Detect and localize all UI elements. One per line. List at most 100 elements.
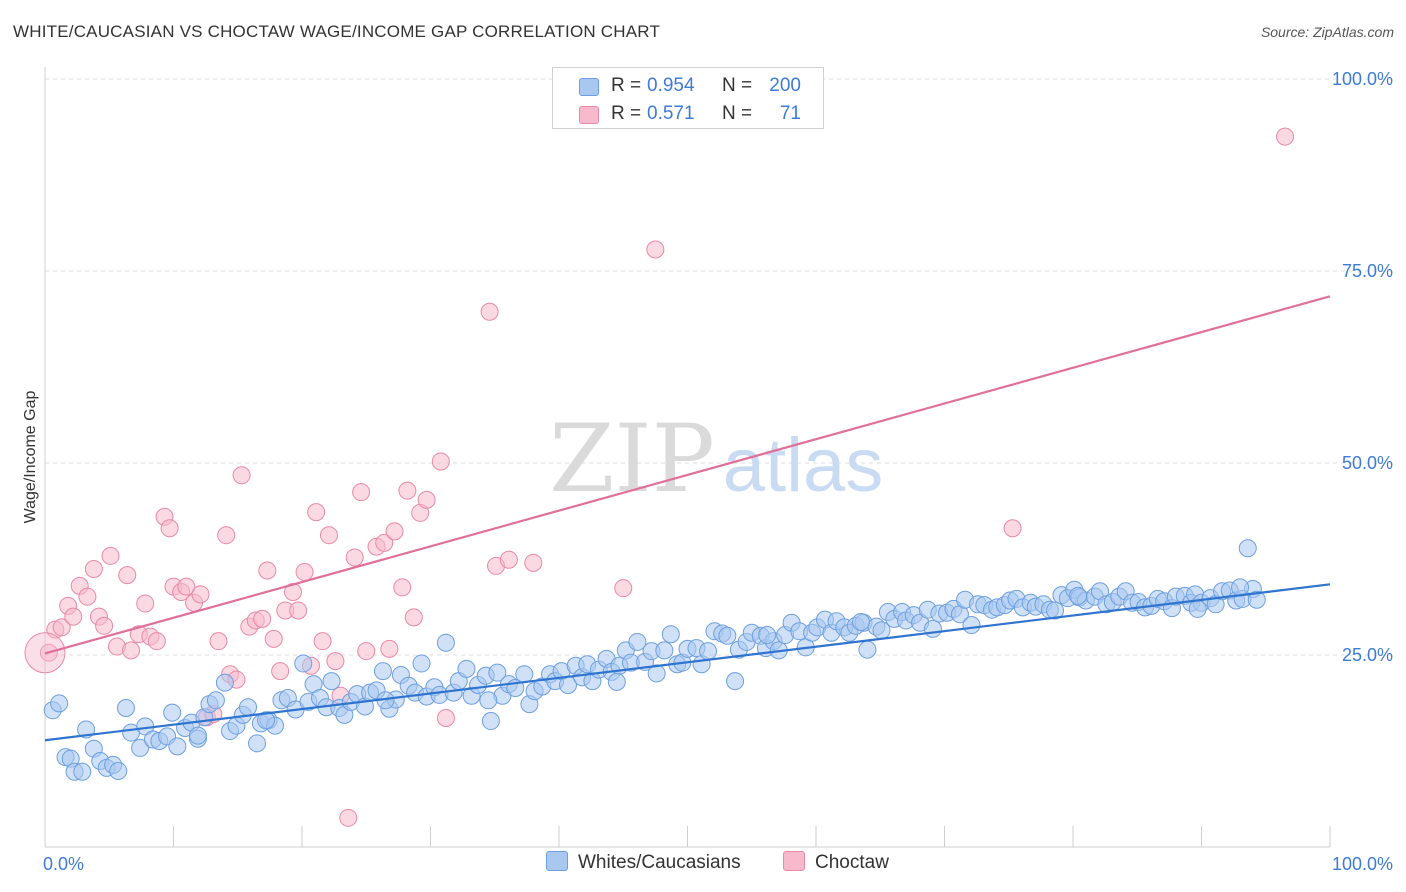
whites-point bbox=[718, 626, 737, 645]
whites-point bbox=[373, 662, 392, 681]
choctaw-point bbox=[295, 563, 314, 582]
choctaw-trendline bbox=[44, 295, 1331, 655]
choctaw-point bbox=[614, 579, 633, 598]
choctaw-point bbox=[118, 566, 137, 585]
legend-r-value: 0.954 bbox=[647, 75, 695, 96]
y-axis-label: Wage/Income Gap bbox=[22, 391, 39, 524]
choctaw-point bbox=[253, 609, 272, 628]
legend-row-choctaw: R = 0.571 N = 71 bbox=[553, 101, 823, 129]
whites-point bbox=[322, 672, 341, 691]
whites-point bbox=[436, 633, 455, 652]
choctaw-point bbox=[209, 632, 228, 651]
watermark-zip: ZIP bbox=[549, 405, 715, 514]
choctaw-point bbox=[136, 594, 155, 613]
choctaw-point bbox=[404, 608, 423, 627]
legend-item-whites[interactable]: Whites/Caucasians bbox=[546, 851, 741, 874]
whites-point bbox=[1238, 539, 1257, 558]
whites-point bbox=[457, 659, 476, 678]
choctaw-point bbox=[326, 652, 345, 671]
whites-point bbox=[923, 619, 942, 638]
whites-point bbox=[726, 672, 745, 691]
choctaw-point bbox=[352, 483, 371, 502]
whites-point bbox=[851, 612, 870, 631]
choctaw-point bbox=[271, 662, 290, 681]
choctaw-point bbox=[319, 526, 338, 545]
legend-n-label: N = bbox=[722, 75, 753, 96]
legend-swatch-whites bbox=[546, 851, 568, 871]
chart-source: Source: ZipAtlas.com bbox=[1260, 24, 1394, 40]
choctaw-point bbox=[1276, 127, 1295, 146]
choctaw-point bbox=[64, 607, 83, 626]
whites-point bbox=[116, 698, 135, 717]
choctaw-point bbox=[122, 641, 141, 660]
legend-swatch-choctaw bbox=[783, 851, 805, 871]
choctaw-point bbox=[95, 616, 114, 635]
whites-point bbox=[628, 632, 647, 651]
y-tick-label: 100.0% bbox=[1332, 69, 1393, 89]
choctaw-point bbox=[232, 466, 251, 485]
choctaw-point bbox=[385, 522, 404, 541]
whites-point bbox=[168, 737, 187, 756]
choctaw-point bbox=[339, 808, 358, 827]
whites-point bbox=[758, 626, 777, 645]
whites-point bbox=[412, 654, 431, 673]
legend-n-label: N = bbox=[722, 103, 753, 124]
choctaw-point bbox=[524, 553, 543, 572]
whites-point bbox=[479, 691, 498, 710]
whites-point bbox=[73, 762, 92, 781]
choctaw-point bbox=[417, 490, 436, 509]
whites-point bbox=[1069, 586, 1088, 605]
choctaw-points bbox=[24, 127, 1295, 827]
choctaw-point bbox=[52, 618, 71, 637]
whites-point bbox=[661, 625, 680, 644]
choctaw-point bbox=[289, 601, 308, 620]
choctaw-point bbox=[78, 587, 97, 606]
x-tick-label: 100.0% bbox=[1332, 854, 1393, 874]
whites-points bbox=[43, 539, 1266, 781]
choctaw-point bbox=[313, 632, 332, 651]
legend-r-value: 0.571 bbox=[647, 103, 695, 124]
whites-point bbox=[294, 654, 313, 673]
whites-point bbox=[131, 738, 150, 757]
choctaw-point bbox=[177, 577, 196, 596]
whites-point bbox=[655, 641, 674, 660]
legend-r-label: R = bbox=[611, 75, 642, 96]
choctaw-point bbox=[264, 629, 283, 648]
whites-point bbox=[1231, 578, 1250, 597]
chart-title: WHITE/CAUCASIAN VS CHOCTAW WAGE/INCOME G… bbox=[13, 22, 661, 41]
whites-point bbox=[1188, 599, 1207, 618]
choctaw-point bbox=[345, 548, 364, 567]
whites-point bbox=[248, 734, 267, 753]
whites-point bbox=[109, 761, 128, 780]
whites-point bbox=[239, 698, 258, 717]
whites-point bbox=[50, 694, 69, 713]
whites-point bbox=[699, 642, 718, 661]
choctaw-point bbox=[258, 561, 277, 580]
whites-point bbox=[257, 711, 276, 730]
choctaw-point bbox=[101, 546, 120, 565]
legend-swatch-choctaw bbox=[579, 106, 599, 124]
choctaw-point bbox=[436, 708, 455, 727]
choctaw-point bbox=[393, 578, 412, 597]
choctaw-point bbox=[499, 550, 518, 569]
legend-swatch-whites bbox=[579, 78, 599, 96]
grid-lines bbox=[45, 78, 1392, 656]
whites-point bbox=[962, 616, 981, 635]
axes bbox=[44, 67, 1331, 848]
x-tick-label: 0.0% bbox=[43, 854, 84, 874]
whites-point bbox=[515, 665, 534, 684]
choctaw-point bbox=[84, 559, 103, 578]
choctaw-point bbox=[357, 642, 376, 661]
legend-n-value: 200 bbox=[769, 75, 801, 96]
whites-point bbox=[607, 672, 626, 691]
choctaw-point bbox=[1003, 519, 1022, 538]
choctaw-point bbox=[147, 632, 166, 651]
whites-point bbox=[481, 712, 500, 731]
legend-label-choctaw: Choctaw bbox=[815, 852, 889, 873]
legend-item-choctaw[interactable]: Choctaw bbox=[783, 851, 889, 874]
choctaw-point bbox=[398, 481, 417, 500]
correlation-legend: R = 0.954 N = 200 R = 0.571 N = 71 bbox=[552, 67, 824, 129]
tick-labels: 25.0% 50.0% 75.0% 100.0% 0.0% 100.0% bbox=[43, 69, 1393, 874]
whites-point bbox=[206, 691, 225, 710]
watermark-atlas: atlas bbox=[723, 423, 884, 508]
